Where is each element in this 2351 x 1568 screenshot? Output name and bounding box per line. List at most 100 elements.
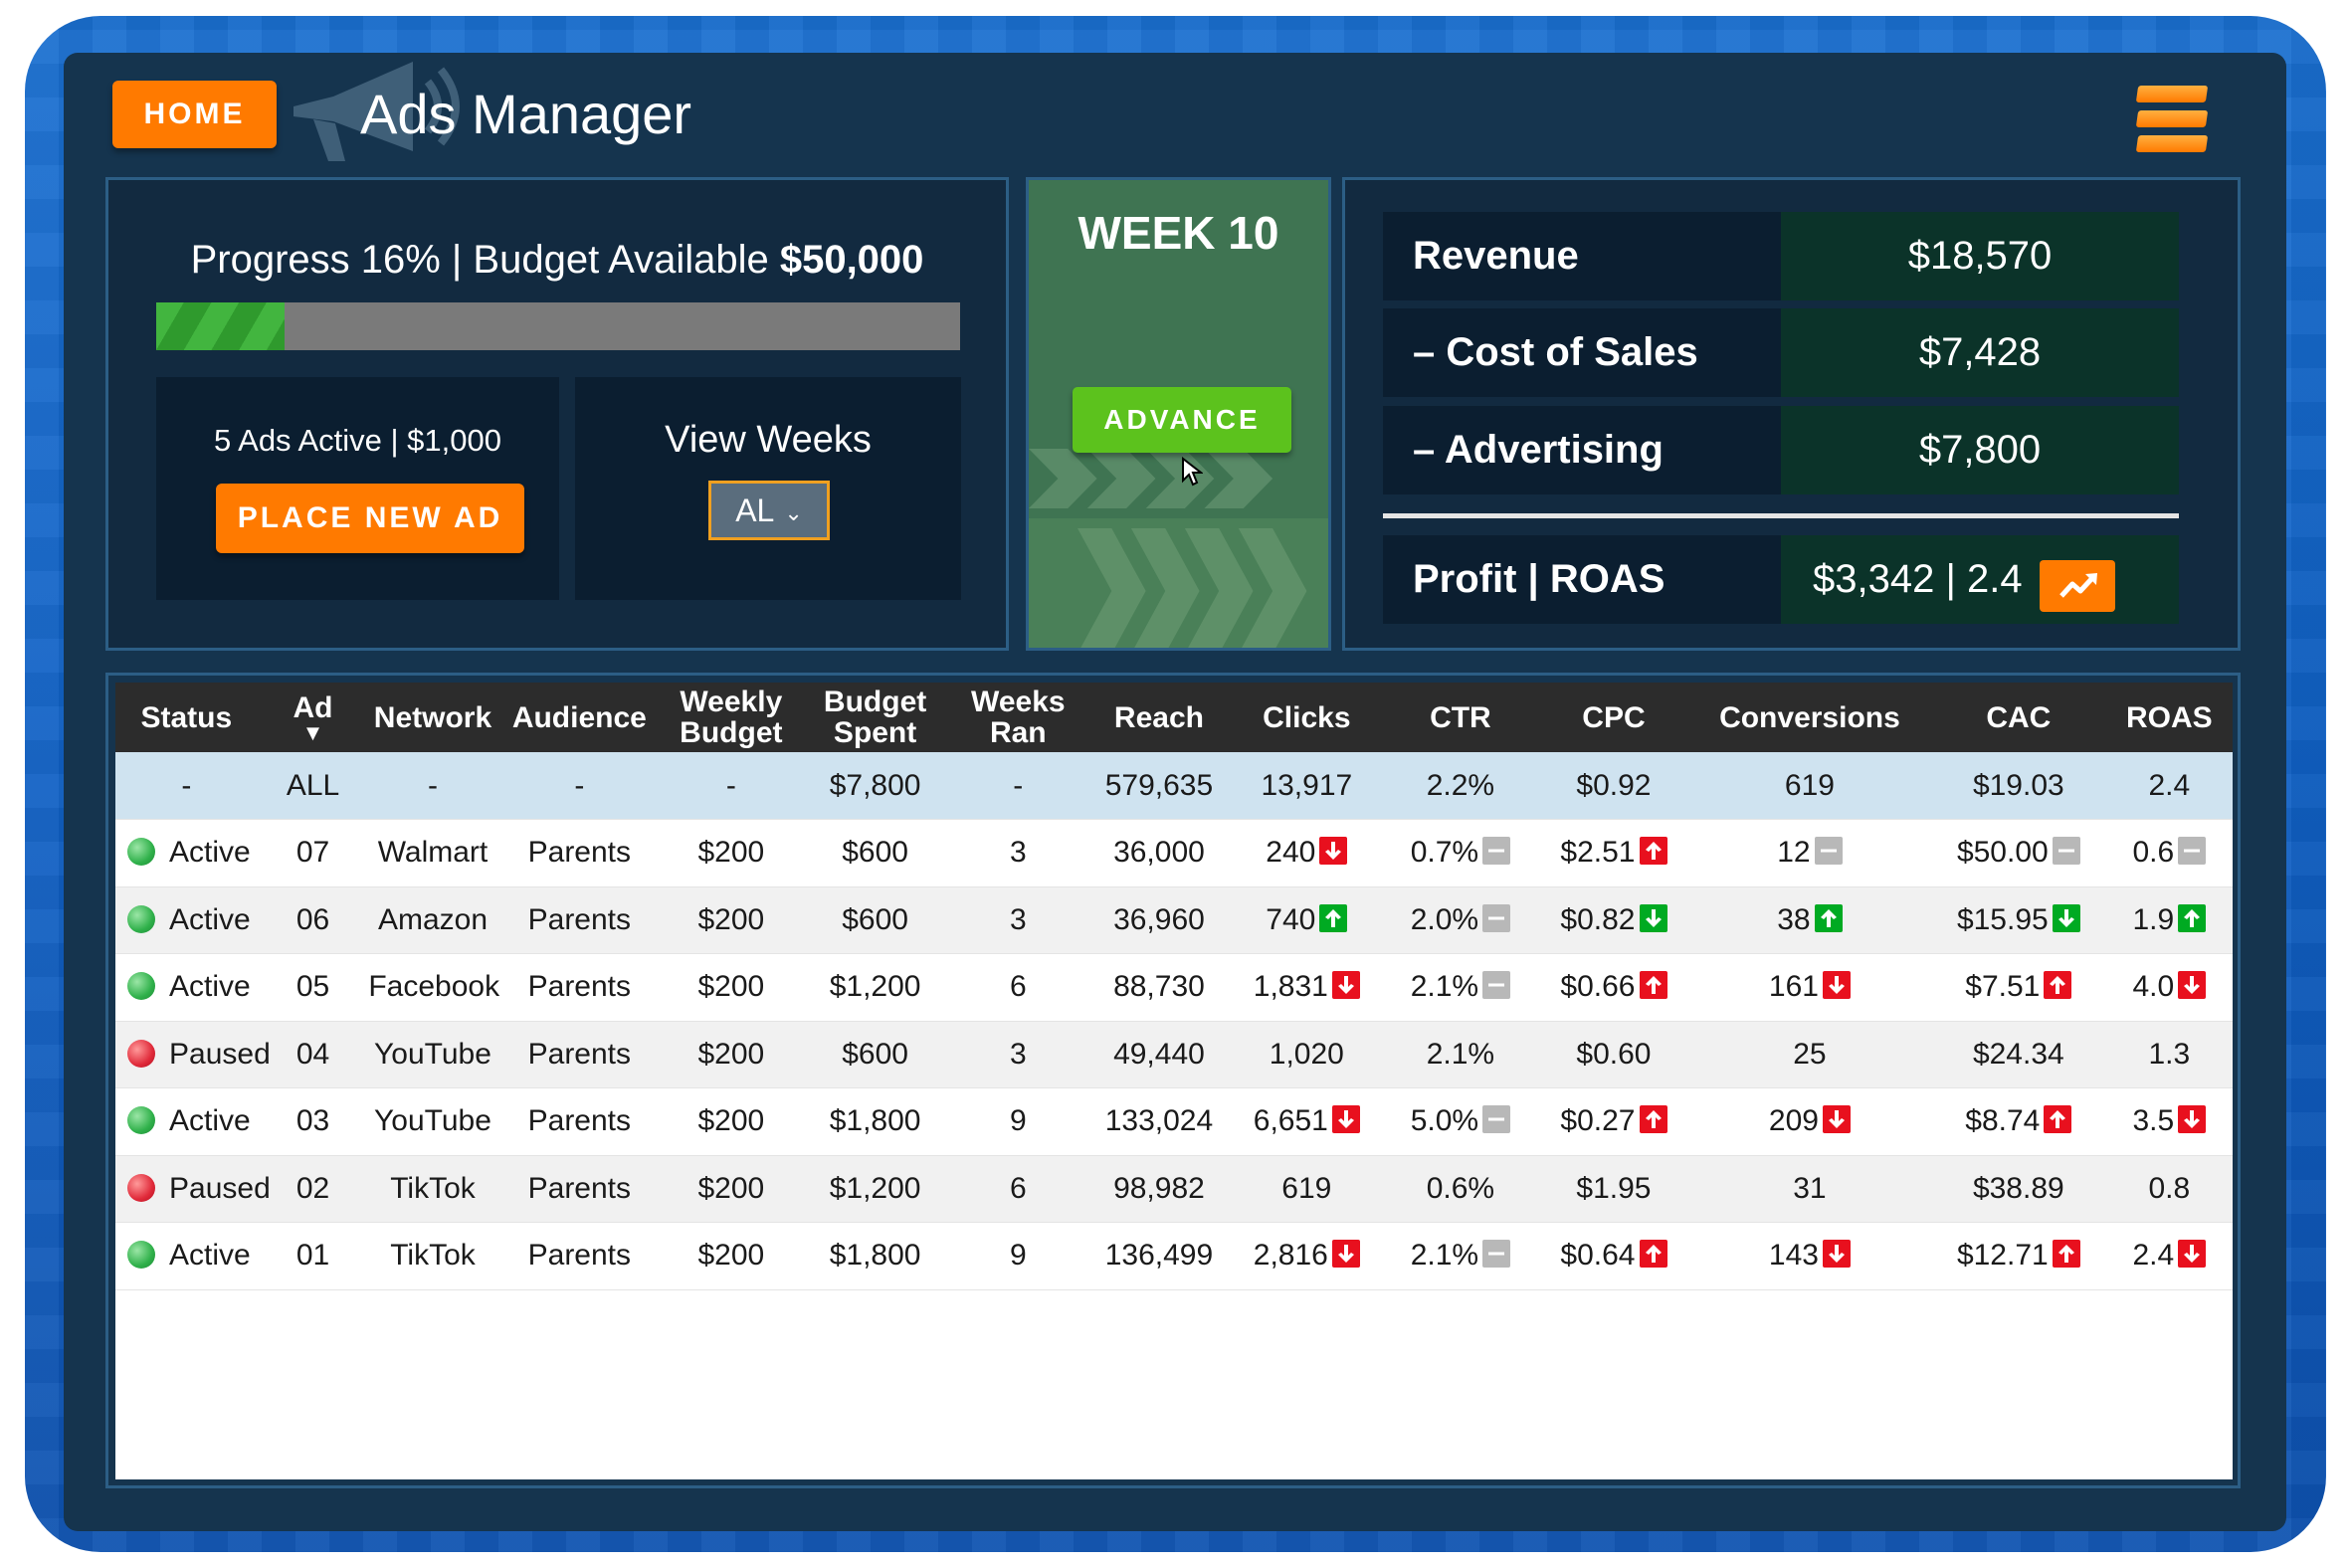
header-ctr[interactable]: CTR (1381, 683, 1539, 752)
cac-value: $8.74 (1965, 1104, 2041, 1138)
network-cell: YouTube (368, 1021, 497, 1088)
weeks-ran-cell: 3 (949, 886, 1087, 954)
place-new-ad-button[interactable]: PLACE NEW AD (216, 484, 524, 553)
progress-bar (156, 302, 960, 350)
arrow-down-icon (1331, 1105, 1360, 1134)
advertising-label: – Advertising (1383, 406, 1781, 494)
arrow-down-icon (1319, 837, 1348, 866)
status-active-dot-icon[interactable] (127, 838, 155, 867)
header-conversions[interactable]: Conversions (1687, 683, 1931, 752)
header-clicks[interactable]: Clicks (1231, 683, 1382, 752)
budget-spent-cell: $600 (800, 819, 950, 887)
status-cell[interactable]: Active (115, 953, 258, 1022)
week-title: WEEK 10 (1078, 207, 1279, 259)
status-active-dot-icon[interactable] (127, 1241, 155, 1270)
status-cell[interactable]: Active (115, 1222, 258, 1290)
cpc-cell: $0.27 (1539, 1087, 1688, 1156)
header-audience[interactable]: Audience (496, 683, 663, 752)
cac-cell: $7.51 (1930, 953, 2106, 1022)
trend-chart-button[interactable] (2040, 560, 2115, 612)
conversions-cell: 38 (1687, 886, 1931, 954)
arrow-up-icon (2052, 1240, 2080, 1269)
weekly-budget-cell: $200 (662, 819, 801, 887)
cost-of-sales-value: $7,428 (1781, 308, 2179, 397)
ctr-value: 5.0% (1410, 1104, 1479, 1138)
ctr-cell: 2.1% (1381, 1222, 1539, 1290)
audience-cell: Parents (496, 1021, 663, 1088)
cac-value: $15.95 (1956, 902, 2049, 936)
no-change-icon (1482, 1105, 1511, 1134)
network-cell: TikTok (368, 1222, 497, 1290)
arrow-down-icon (2052, 903, 2080, 932)
megaphone-icon (294, 62, 460, 161)
status-active-dot-icon[interactable] (127, 904, 155, 933)
conversions-cell: 25 (1687, 1021, 1931, 1088)
table-header-row: Status Ad ▼ Network Audience Weekly Budget… (115, 683, 2233, 752)
table-row[interactable]: Active 05 Facebook Parents $200 $1,200 6 88,730… (115, 953, 2233, 1022)
roas-cell: 2.4 (2105, 1222, 2233, 1290)
status-cell[interactable]: Active (115, 819, 258, 887)
clicks-value: 740 (1266, 902, 1316, 936)
conversions-cell: 161 (1687, 953, 1931, 1022)
status-active-dot-icon[interactable] (127, 972, 155, 1001)
view-weeks-select[interactable]: AL ⌄ (708, 481, 830, 540)
weeks-ran-cell: 6 (949, 953, 1087, 1022)
table-row[interactable]: Paused 04 YouTube Parents $200 $600 3 49,440 1,0… (115, 1021, 2233, 1088)
budget-spent-cell: $1,800 (800, 1222, 950, 1290)
status-active-dot-icon[interactable] (127, 1106, 155, 1135)
revenue-label: Revenue (1383, 212, 1781, 300)
hamburger-menu-icon[interactable] (2135, 84, 2213, 155)
view-weeks-panel: View Weeks AL ⌄ (575, 377, 961, 600)
clicks-value: 2,816 (1253, 1239, 1328, 1273)
table-row[interactable]: Active 07 Walmart Parents $200 $600 3 36,000 240… (115, 819, 2233, 887)
header-status[interactable]: Status (115, 683, 258, 752)
network-cell: Walmart (368, 819, 497, 887)
summary-cac: $19.03 (1930, 752, 2106, 820)
header-budget-spent[interactable]: Budget Spent (800, 683, 950, 752)
header-weekly-budget[interactable]: Weekly Budget (662, 683, 801, 752)
clicks-value: 6,651 (1253, 1104, 1328, 1138)
roas-cell: 1.9 (2105, 886, 2233, 954)
conversions-cell: 209 (1687, 1087, 1931, 1156)
status-cell[interactable]: Paused (115, 1021, 271, 1088)
cost-of-sales-label: – Cost of Sales (1383, 308, 1781, 397)
sort-down-icon: ▼ (301, 719, 324, 745)
status-cell[interactable]: Paused (115, 1155, 271, 1223)
table-row[interactable]: Paused 02 TikTok Parents $200 $1,200 6 98,982 61… (115, 1155, 2233, 1223)
conversions-value: 209 (1768, 1104, 1819, 1138)
status-cell[interactable]: Active (115, 886, 258, 954)
ads-table-container: Status Ad ▼ Network Audience Weekly Budget… (115, 683, 2233, 1479)
header-roas[interactable]: ROAS (2105, 683, 2233, 752)
status-text: Active (169, 1239, 251, 1273)
cac-cell: $50.00 (1930, 819, 2106, 887)
weekly-budget-cell: $200 (662, 1155, 801, 1223)
status-cell[interactable]: Active (115, 1087, 258, 1156)
header-weeks-ran[interactable]: Weeks Ran (949, 683, 1087, 752)
table-row[interactable]: Active 01 TikTok Parents $200 $1,800 9 136,499 2… (115, 1222, 2233, 1290)
reach-cell: 136,499 (1086, 1222, 1232, 1290)
status-paused-dot-icon[interactable] (127, 1173, 155, 1202)
table-row[interactable]: Active 03 YouTube Parents $200 $1,800 9 133,024… (115, 1087, 2233, 1156)
budget-available-value: $50,000 (779, 238, 924, 282)
header-ad[interactable]: Ad ▼ (257, 683, 369, 752)
summary-status: - (115, 752, 258, 820)
header-cac[interactable]: CAC (1930, 683, 2106, 752)
advance-button[interactable]: ADVANCE (1073, 387, 1291, 453)
roas-value: 0.8 (2148, 1171, 2191, 1205)
home-button[interactable]: HOME (112, 81, 277, 148)
header-cpc[interactable]: CPC (1539, 683, 1688, 752)
ctr-cell: 0.7% (1381, 819, 1539, 887)
header-reach[interactable]: Reach (1086, 683, 1232, 752)
audience-cell: Parents (496, 819, 663, 887)
ctr-value: 0.6% (1426, 1171, 1495, 1205)
header-network[interactable]: Network (368, 683, 497, 752)
conversions-cell: 143 (1687, 1222, 1931, 1290)
network-cell: Facebook (368, 953, 499, 1022)
cac-value: $7.51 (1965, 970, 2041, 1004)
table-row[interactable]: Active 06 Amazon Parents $200 $600 3 36,960 740 2… (115, 886, 2233, 954)
status-paused-dot-icon[interactable] (127, 1039, 155, 1068)
roas-cell: 1.3 (2105, 1021, 2233, 1088)
budget-spent-cell: $1,200 (800, 953, 950, 1022)
cpc-value: $0.60 (1576, 1037, 1652, 1071)
arrow-up-icon (2044, 1105, 2072, 1134)
